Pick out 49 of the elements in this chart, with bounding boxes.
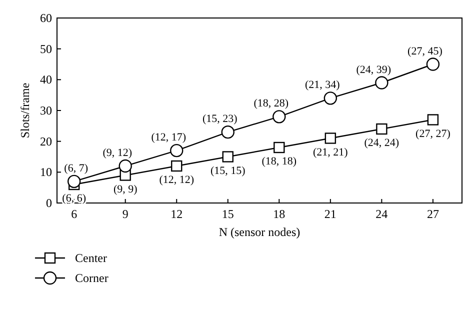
y-tick-label: 30 bbox=[40, 104, 52, 118]
x-tick-label: 15 bbox=[222, 207, 234, 221]
y-tick-label: 10 bbox=[40, 165, 52, 180]
y-tick-label: 40 bbox=[40, 72, 52, 87]
x-tick-label: 21 bbox=[324, 207, 336, 221]
x-tick-label: 12 bbox=[170, 207, 183, 221]
data-label: (21, 34) bbox=[305, 79, 340, 92]
data-label: (12, 17) bbox=[151, 132, 186, 144]
point bbox=[272, 110, 286, 124]
data-label: (12, 12) bbox=[159, 174, 194, 186]
x-tick-label: 9 bbox=[122, 207, 128, 221]
x-tick-label: 24 bbox=[376, 207, 388, 221]
data-label: (27, 45) bbox=[408, 45, 443, 58]
point bbox=[375, 76, 388, 90]
point bbox=[427, 114, 439, 126]
y-tick-label: 20 bbox=[40, 134, 52, 148]
y-tick-label: 60 bbox=[40, 11, 52, 25]
x-tick-label: 6 bbox=[71, 207, 78, 221]
legend-label: Corner bbox=[75, 271, 108, 285]
data-label: (27, 27) bbox=[416, 128, 451, 140]
data-label: (9, 9) bbox=[113, 183, 138, 196]
data-label: (9, 12) bbox=[102, 147, 132, 159]
point bbox=[171, 160, 182, 172]
point bbox=[222, 151, 234, 162]
x-tick-label: 18 bbox=[273, 207, 286, 221]
data-label: (6, 7) bbox=[64, 162, 88, 174]
point bbox=[324, 92, 338, 105]
point bbox=[426, 58, 440, 71]
point bbox=[67, 174, 81, 188]
y-tick-label: 50 bbox=[40, 42, 52, 56]
point bbox=[324, 132, 336, 144]
data-label: (6, 6) bbox=[62, 192, 86, 204]
data-label: (15, 15) bbox=[210, 164, 246, 177]
data-label: (24, 24) bbox=[364, 137, 400, 149]
x-tick-label: 27 bbox=[426, 207, 439, 221]
point bbox=[376, 123, 388, 135]
y-axis-title: Slots/frame bbox=[18, 82, 32, 138]
data-label: (18, 18) bbox=[262, 156, 297, 168]
data-label: (18, 28) bbox=[254, 98, 289, 110]
point bbox=[274, 142, 285, 154]
point bbox=[221, 125, 234, 139]
data-label: (24, 39) bbox=[356, 64, 392, 76]
point bbox=[170, 144, 184, 158]
point bbox=[118, 159, 132, 173]
x-axis-title: N (sensor nodes) bbox=[218, 225, 300, 239]
y-tick-label: 0 bbox=[46, 196, 52, 210]
data-label: (15, 23) bbox=[202, 113, 238, 126]
legend-label: Center bbox=[75, 251, 107, 265]
data-label: (21, 21) bbox=[313, 146, 348, 158]
